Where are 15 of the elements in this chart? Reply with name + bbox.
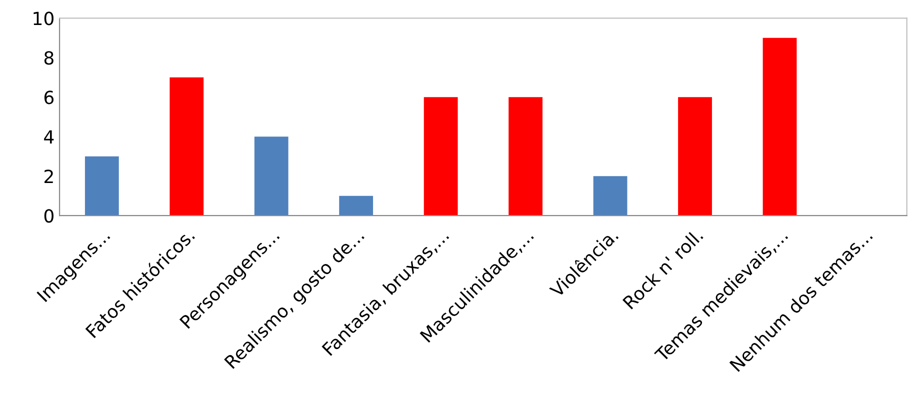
y-tick-label: 10 [34,12,54,26]
y-tick-label: 6 [44,90,54,104]
y-tick-label: 0 [44,209,54,223]
y-tick-label: 2 [44,170,53,183]
bar [593,176,628,216]
y-tick-label: 4 [44,130,54,144]
y-tick-label: 8 [44,51,54,65]
bar [339,196,374,216]
bar [762,38,797,216]
bar [424,97,458,216]
bar [170,77,204,216]
bar [508,97,542,216]
bar [84,156,119,216]
bar [254,136,288,216]
bar [678,97,712,216]
